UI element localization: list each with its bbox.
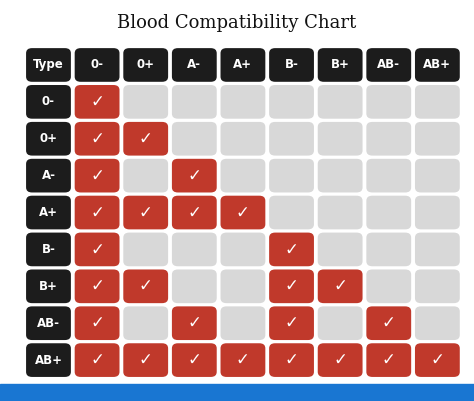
Text: ✓: ✓	[187, 204, 201, 221]
Text: ✓: ✓	[382, 351, 396, 369]
Text: ✓: ✓	[90, 351, 104, 369]
Text: ✓: ✓	[187, 351, 201, 369]
Text: AB+: AB+	[423, 59, 451, 71]
Text: AB-: AB-	[377, 59, 400, 71]
Text: ✓: ✓	[430, 351, 444, 369]
Text: ✓: ✓	[139, 351, 153, 369]
Text: Type: Type	[33, 59, 64, 71]
Text: B+: B+	[331, 59, 350, 71]
Text: ✓: ✓	[90, 130, 104, 148]
Text: ✓: ✓	[284, 241, 299, 258]
Text: 0-: 0-	[91, 59, 104, 71]
Text: ✓: ✓	[90, 277, 104, 295]
Text: ✓: ✓	[236, 351, 250, 369]
Text: AB-: AB-	[37, 317, 60, 330]
Text: A+: A+	[39, 206, 58, 219]
Text: ✓: ✓	[139, 130, 153, 148]
Text: ✓: ✓	[187, 167, 201, 184]
Text: 0-: 0-	[42, 95, 55, 108]
Text: B-: B-	[42, 243, 55, 256]
Text: B+: B+	[39, 280, 58, 293]
Text: A-: A-	[42, 169, 55, 182]
Text: ✓: ✓	[90, 93, 104, 111]
Text: 0+: 0+	[137, 59, 155, 71]
Text: B-: B-	[284, 59, 299, 71]
Text: Blood Compatibility Chart: Blood Compatibility Chart	[118, 14, 356, 32]
Text: ✓: ✓	[333, 351, 347, 369]
Text: ✓: ✓	[236, 204, 250, 221]
Text: ✓: ✓	[90, 241, 104, 258]
Text: ✓: ✓	[284, 351, 299, 369]
Text: 0+: 0+	[39, 132, 57, 145]
Text: A+: A+	[233, 59, 253, 71]
Text: ✓: ✓	[187, 314, 201, 332]
Text: ✓: ✓	[284, 314, 299, 332]
Text: ✓: ✓	[333, 277, 347, 295]
Text: AB+: AB+	[35, 354, 63, 367]
Text: ✓: ✓	[139, 204, 153, 221]
Text: ✓: ✓	[139, 277, 153, 295]
Text: ✓: ✓	[382, 314, 396, 332]
Text: ✓: ✓	[90, 167, 104, 184]
Text: ✓: ✓	[90, 314, 104, 332]
Text: ✓: ✓	[284, 277, 299, 295]
Text: A-: A-	[187, 59, 201, 71]
Text: ✓: ✓	[90, 204, 104, 221]
